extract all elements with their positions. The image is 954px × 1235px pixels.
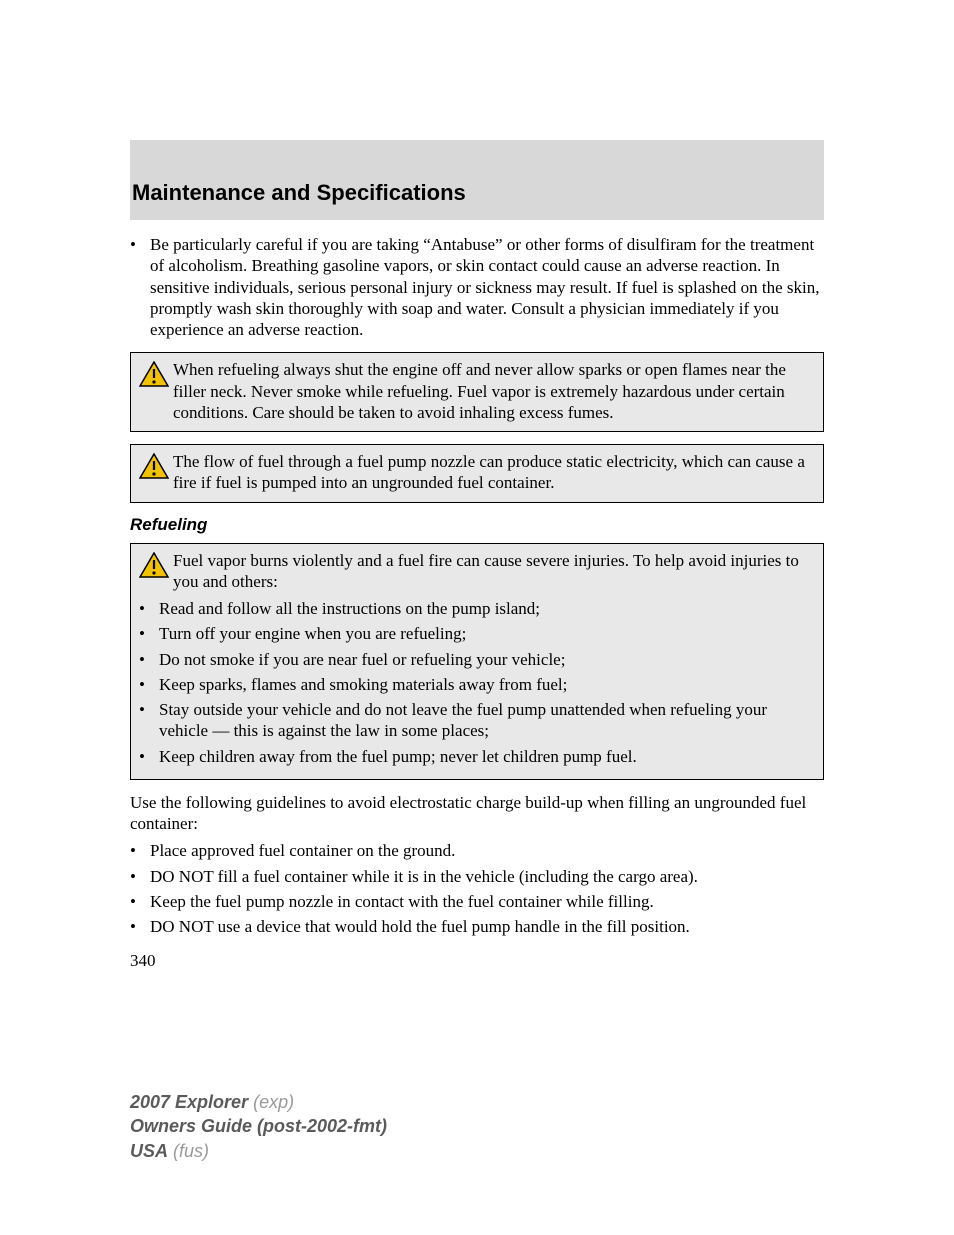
list-item: •Keep children away from the fuel pump; … xyxy=(139,746,815,767)
bullet-dot-icon: • xyxy=(130,234,150,340)
footer-region: USA xyxy=(130,1141,168,1161)
bullet-text: Do not smoke if you are near fuel or ref… xyxy=(159,649,815,670)
bullet-dot-icon: • xyxy=(139,598,159,619)
warning-box: Fuel vapor burns violently and a fuel fi… xyxy=(130,543,824,780)
list-item: • Be particularly careful if you are tak… xyxy=(130,234,824,340)
bullet-text: Keep sparks, flames and smoking material… xyxy=(159,674,815,695)
bullet-dot-icon: • xyxy=(139,699,159,742)
page-content: Maintenance and Specifications • Be part… xyxy=(0,0,954,971)
bullet-text: Stay outside your vehicle and do not lea… xyxy=(159,699,815,742)
header-band: Maintenance and Specifications xyxy=(130,140,824,220)
bullet-dot-icon: • xyxy=(139,746,159,767)
warning-box: The flow of fuel through a fuel pump noz… xyxy=(130,444,824,503)
bullet-dot-icon: • xyxy=(139,649,159,670)
footer-line-3: USA (fus) xyxy=(130,1139,387,1163)
refueling-heading: Refueling xyxy=(130,515,824,535)
bullet-text: Be particularly careful if you are takin… xyxy=(150,234,824,340)
footer-code-exp: (exp) xyxy=(253,1092,294,1112)
bullet-text: Read and follow all the instructions on … xyxy=(159,598,815,619)
warning-triangle-icon xyxy=(139,550,173,578)
bullet-dot-icon: • xyxy=(139,623,159,644)
bullet-dot-icon: • xyxy=(130,840,150,861)
warning-box: When refueling always shut the engine of… xyxy=(130,352,824,432)
guidelines-block: •Place approved fuel container on the gr… xyxy=(130,840,824,937)
list-item: •Keep the fuel pump nozzle in contact wi… xyxy=(130,891,824,912)
intro-bullet-block: • Be particularly careful if you are tak… xyxy=(130,234,824,340)
list-item: •Stay outside your vehicle and do not le… xyxy=(139,699,815,742)
warning-text: The flow of fuel through a fuel pump noz… xyxy=(173,451,815,494)
bullet-dot-icon: • xyxy=(130,891,150,912)
bullet-dot-icon: • xyxy=(130,916,150,937)
bullet-dot-icon: • xyxy=(139,674,159,695)
bullet-text: Keep the fuel pump nozzle in contact wit… xyxy=(150,891,824,912)
page-number: 340 xyxy=(130,951,824,971)
footer-code-fus: (fus) xyxy=(173,1141,209,1161)
list-item: •Place approved fuel container on the gr… xyxy=(130,840,824,861)
footer-model: 2007 Explorer xyxy=(130,1092,248,1112)
warning-text: When refueling always shut the engine of… xyxy=(173,359,815,423)
bullet-dot-icon: • xyxy=(130,866,150,887)
warning-triangle-icon xyxy=(139,359,173,387)
guidelines-intro: Use the following guidelines to avoid el… xyxy=(130,792,824,835)
warning-text: Fuel vapor burns violently and a fuel fi… xyxy=(173,550,815,593)
list-item: •Turn off your engine when you are refue… xyxy=(139,623,815,644)
bullet-text: Turn off your engine when you are refuel… xyxy=(159,623,815,644)
bullet-text: Place approved fuel container on the gro… xyxy=(150,840,824,861)
footer: 2007 Explorer (exp) Owners Guide (post-2… xyxy=(130,1090,387,1163)
footer-line-2: Owners Guide (post-2002-fmt) xyxy=(130,1114,387,1138)
warning-triangle-icon xyxy=(139,451,173,479)
list-item: •DO NOT use a device that would hold the… xyxy=(130,916,824,937)
bullet-text: DO NOT use a device that would hold the … xyxy=(150,916,824,937)
list-item: •Do not smoke if you are near fuel or re… xyxy=(139,649,815,670)
footer-guide: Owners Guide (post-2002-fmt) xyxy=(130,1116,387,1136)
footer-line-1: 2007 Explorer (exp) xyxy=(130,1090,387,1114)
list-item: •Read and follow all the instructions on… xyxy=(139,598,815,619)
bullet-text: Keep children away from the fuel pump; n… xyxy=(159,746,815,767)
list-item: •Keep sparks, flames and smoking materia… xyxy=(139,674,815,695)
list-item: •DO NOT fill a fuel container while it i… xyxy=(130,866,824,887)
section-title: Maintenance and Specifications xyxy=(130,180,824,206)
bullet-text: DO NOT fill a fuel container while it is… xyxy=(150,866,824,887)
